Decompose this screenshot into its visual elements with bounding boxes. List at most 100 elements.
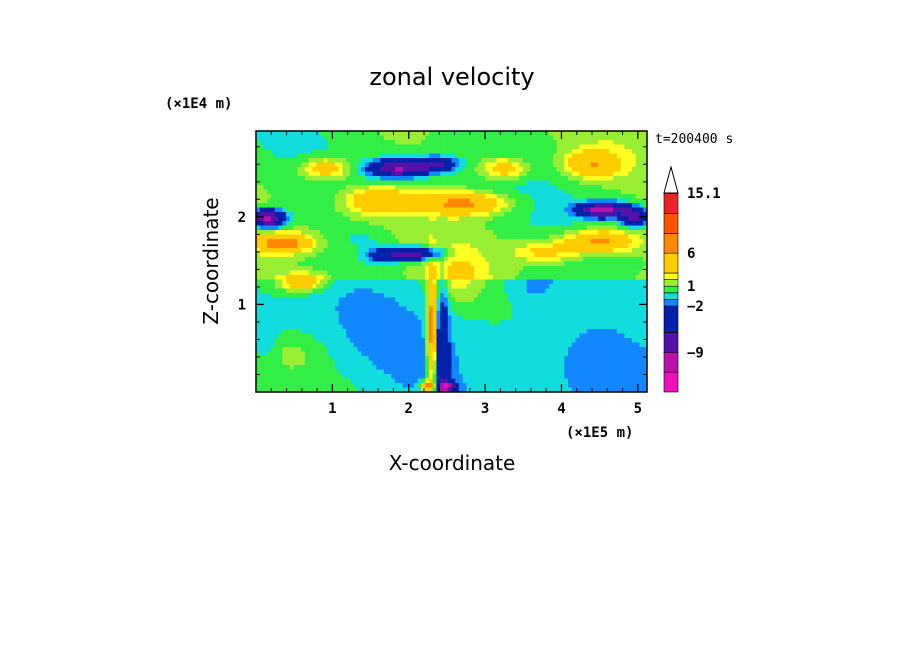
contour-cell bbox=[586, 207, 592, 213]
contour-cell bbox=[402, 293, 407, 299]
contour-cell bbox=[301, 324, 306, 330]
contour-cell bbox=[583, 333, 588, 339]
contour-cell bbox=[598, 297, 603, 303]
contour-cell bbox=[334, 171, 340, 177]
contour-cell bbox=[380, 234, 385, 240]
contour-cell bbox=[323, 275, 329, 281]
contour-cell bbox=[616, 279, 622, 285]
contour-cell bbox=[334, 194, 340, 200]
contour-cell bbox=[278, 234, 283, 240]
contour-cell bbox=[365, 149, 370, 155]
contour-cell bbox=[451, 279, 456, 285]
contour-cell bbox=[402, 311, 407, 317]
contour-cell bbox=[372, 158, 377, 164]
contour-cell bbox=[327, 230, 332, 236]
contour-cell bbox=[598, 329, 603, 335]
contour-cell bbox=[417, 270, 423, 276]
contour-cell bbox=[466, 221, 471, 227]
contour-cell bbox=[331, 342, 336, 348]
contour-cell bbox=[304, 288, 310, 294]
contour-cell bbox=[331, 302, 336, 308]
contour-cell bbox=[425, 324, 430, 330]
contour-cell bbox=[470, 297, 475, 303]
contour-cell bbox=[616, 275, 622, 281]
contour-cell bbox=[575, 162, 580, 168]
contour-cell bbox=[421, 234, 426, 240]
contour-cell bbox=[319, 162, 325, 168]
contour-cell bbox=[594, 315, 599, 321]
contour-cell bbox=[579, 261, 584, 267]
contour-cell bbox=[481, 140, 486, 146]
contour-cell bbox=[286, 266, 291, 272]
contour-cell bbox=[545, 284, 550, 290]
contour-cell bbox=[564, 189, 569, 195]
contour-cell bbox=[541, 194, 547, 200]
contour-cell bbox=[271, 234, 276, 240]
contour-cell bbox=[530, 279, 535, 285]
contour-cell bbox=[620, 261, 626, 267]
contour-cell bbox=[293, 306, 298, 312]
contour-cell bbox=[519, 149, 524, 155]
contour-cell bbox=[395, 288, 400, 294]
contour-cell bbox=[560, 207, 565, 213]
contour-cell bbox=[583, 306, 588, 312]
contour-cell bbox=[398, 230, 404, 236]
contour-cell bbox=[496, 288, 501, 294]
contour-cell bbox=[417, 149, 423, 155]
contour-cell bbox=[293, 243, 298, 249]
contour-cell bbox=[425, 171, 430, 177]
contour-cell bbox=[365, 315, 370, 321]
contour-cell bbox=[541, 158, 547, 164]
contour-cell bbox=[357, 149, 362, 155]
contour-cell bbox=[410, 131, 415, 137]
contour-cell bbox=[353, 302, 359, 308]
contour-cell bbox=[349, 225, 355, 231]
contour-cell bbox=[274, 207, 280, 213]
contour-cell bbox=[421, 293, 426, 299]
contour-cell bbox=[301, 284, 306, 290]
contour-cell bbox=[601, 297, 607, 303]
contour-cell bbox=[256, 315, 261, 321]
contour-cell bbox=[278, 257, 283, 263]
contour-cell bbox=[628, 252, 633, 258]
contour-cell bbox=[526, 248, 532, 254]
contour-cell bbox=[368, 203, 374, 209]
contour-cell bbox=[583, 230, 588, 236]
contour-cell bbox=[304, 239, 310, 245]
contour-cell bbox=[282, 216, 287, 222]
contour-cell bbox=[440, 234, 445, 240]
contour-cell bbox=[346, 167, 351, 173]
contour-cell bbox=[406, 234, 411, 240]
contour-cell bbox=[391, 185, 396, 191]
contour-cell bbox=[278, 221, 283, 227]
contour-cell bbox=[545, 216, 550, 222]
contour-cell bbox=[267, 239, 272, 245]
contour-cell bbox=[530, 288, 535, 294]
contour-cell bbox=[609, 279, 614, 285]
contour-cell bbox=[519, 162, 524, 168]
contour-cell bbox=[286, 203, 291, 209]
contour-cell bbox=[357, 284, 362, 290]
contour-cell bbox=[507, 306, 513, 312]
contour-cell bbox=[474, 171, 479, 177]
contour-cell bbox=[293, 266, 298, 272]
contour-cell bbox=[436, 234, 441, 240]
contour-cell bbox=[560, 144, 565, 150]
contour-cell bbox=[297, 252, 302, 258]
contour-cell bbox=[492, 329, 498, 335]
contour-cell bbox=[631, 239, 637, 245]
contour-cell bbox=[447, 275, 453, 281]
contour-cell bbox=[447, 216, 453, 222]
contour-cell bbox=[293, 320, 298, 326]
contour-cell bbox=[327, 158, 332, 164]
contour-cell bbox=[590, 221, 595, 227]
contour-cell bbox=[624, 279, 629, 285]
contour-cell bbox=[331, 176, 336, 182]
contour-cell bbox=[334, 239, 340, 245]
contour-cell bbox=[331, 284, 336, 290]
contour-cell bbox=[643, 338, 647, 344]
contour-cell bbox=[286, 275, 291, 281]
contour-cell bbox=[605, 198, 610, 204]
contour-cell bbox=[334, 293, 340, 299]
contour-cell bbox=[353, 131, 359, 137]
